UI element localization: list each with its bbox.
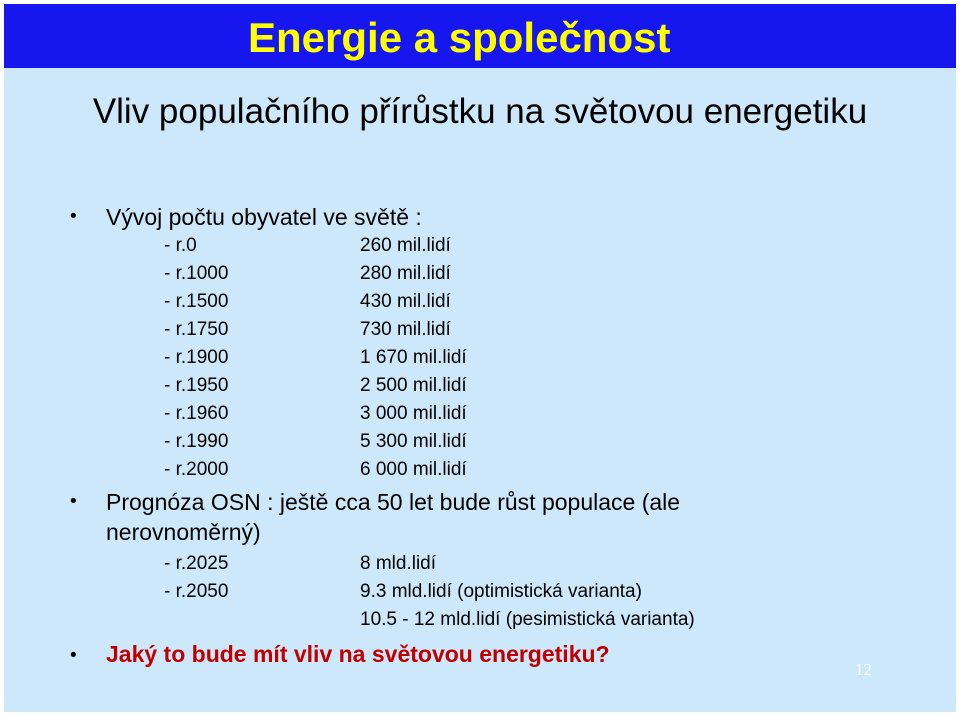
year-label: - r.2050 — [164, 581, 229, 602]
year-label: - r.2025 — [164, 553, 229, 574]
bullet-icon: • — [70, 645, 77, 666]
closing-question: Jaký to bude mít vliv na světovou energe… — [106, 641, 610, 667]
year-label: - r.1960 — [164, 403, 229, 424]
slide-subtitle: Vliv populačního přírůstku na světovou e… — [4, 90, 956, 134]
subtitle-text: Vliv populačního přírůstku na světovou e… — [92, 92, 868, 131]
year-label: - r.1750 — [164, 319, 229, 340]
title-banner: Energie a společnost — [4, 4, 956, 68]
year-label: - r.1000 — [164, 263, 229, 284]
population-value: 280 mil.lidí — [360, 263, 451, 284]
population-value: 5 300 mil.lidí — [360, 431, 467, 452]
population-value: 260 mil.lidí — [360, 235, 451, 256]
year-label: - r.1900 — [164, 347, 229, 368]
slide: Energie a společnost Vliv populačního př… — [4, 4, 956, 712]
population-value: 1 670 mil.lidí — [360, 347, 467, 368]
forecast-heading-line1: Prognóza OSN : ještě cca 50 let bude růs… — [106, 489, 681, 515]
population-value: 430 mil.lidí — [360, 291, 451, 312]
population-value: 3 000 mil.lidí — [360, 403, 467, 424]
year-label: - r.1990 — [164, 431, 229, 452]
bullet-icon: • — [70, 491, 77, 512]
year-label: - r.1500 — [164, 291, 229, 312]
population-value: 6 000 mil.lidí — [360, 459, 467, 480]
slide-title: Energie a společnost — [248, 14, 671, 61]
population-heading: Vývoj počtu obyvatel ve světě : — [106, 204, 422, 230]
forecast-heading-line2: nerovnoměrný) — [106, 519, 261, 545]
year-label: - r.0 — [164, 235, 197, 256]
population-value: 8 mld.lidí — [360, 553, 437, 574]
population-value: 730 mil.lidí — [360, 319, 451, 340]
population-value: 2 500 mil.lidí — [360, 375, 467, 396]
page-number: 12 — [855, 660, 872, 679]
year-label: - r.1950 — [164, 375, 229, 396]
population-value: 9.3 mld.lidí (optimistická varianta) — [360, 581, 642, 602]
population-value: 10.5 - 12 mld.lidí (pesimistická variant… — [360, 609, 695, 630]
bullet-icon: • — [70, 206, 77, 227]
year-label: - r.2000 — [164, 459, 229, 480]
